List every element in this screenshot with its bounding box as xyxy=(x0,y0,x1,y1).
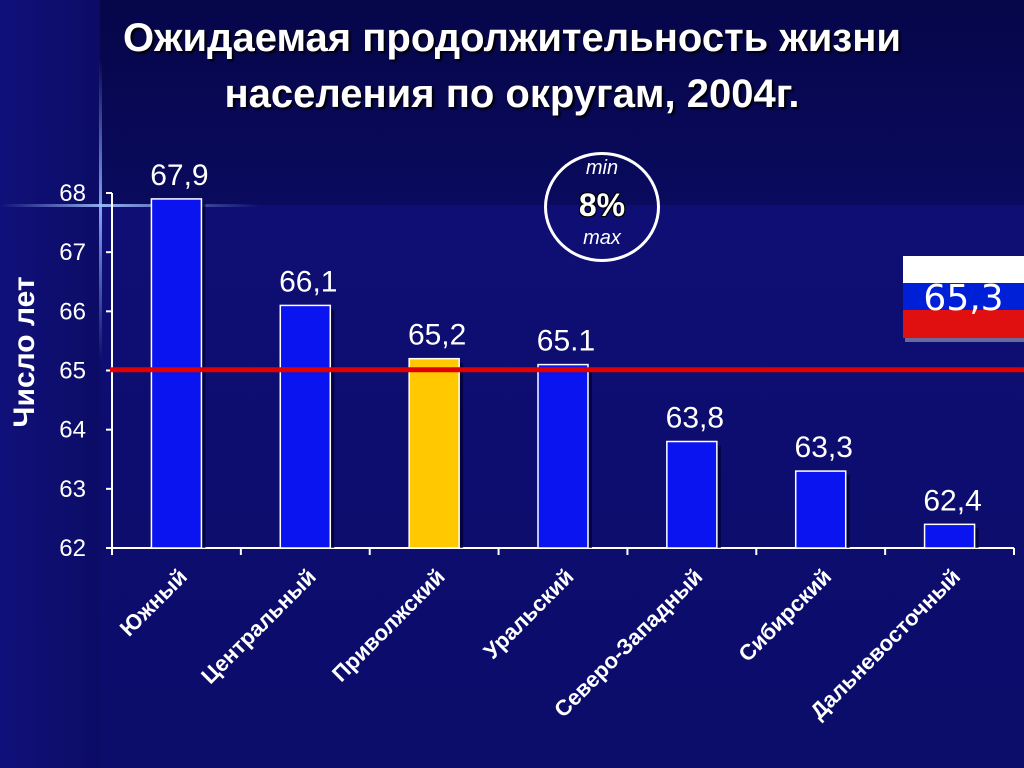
bar xyxy=(923,523,976,549)
bar xyxy=(537,363,589,549)
category-label: Северо-Западный xyxy=(549,564,707,722)
category-label: Сибирский xyxy=(734,564,837,667)
y-tick-label: 66 xyxy=(59,298,86,325)
bar xyxy=(408,357,460,549)
bar-value-label: 63,3 xyxy=(795,431,853,464)
y-tick-label: 64 xyxy=(59,417,86,444)
bar-value-label: 63,8 xyxy=(666,402,724,435)
background-left xyxy=(0,0,100,768)
decor-glow-horizontal xyxy=(0,204,260,207)
bar-value-label: 65,2 xyxy=(408,319,466,352)
russia-flag: 65,3 xyxy=(903,256,1024,338)
badge-min: min xyxy=(585,157,619,179)
bar-value-label: 62,4 xyxy=(923,484,981,517)
flag-stripe-red xyxy=(903,310,1024,338)
y-tick-label: 68 xyxy=(59,180,86,207)
flag-stripe-white xyxy=(903,256,1024,283)
flag-stripe-blue xyxy=(903,283,1024,310)
category-label: Приволжский xyxy=(327,564,450,687)
bar xyxy=(794,470,847,549)
badge-percent: 8% xyxy=(578,187,626,223)
bar xyxy=(666,440,718,549)
range-badge: min 8% max xyxy=(544,152,660,262)
category-label: Южный xyxy=(115,564,192,641)
bar xyxy=(279,304,332,549)
chart-axes: 62 63 64 65 66 67 68 Число лет xyxy=(8,180,1015,562)
flag-shadow xyxy=(905,338,1024,342)
bar-value-label: 66,1 xyxy=(279,265,337,298)
chart-value-labels: 67,9 66,1 65,2 65.1 63,8 63,3 62,4 xyxy=(150,159,982,517)
y-tick-label: 65 xyxy=(59,358,86,385)
bar xyxy=(150,198,203,549)
russia-average-label: 65,3 xyxy=(923,278,1004,319)
chart-bars xyxy=(150,198,979,549)
title-line-1: Ожидаемая продолжительность жизни xyxy=(123,16,901,60)
y-tick-label: 67 xyxy=(59,239,86,266)
bar-value-label: 65.1 xyxy=(537,325,595,358)
title-line-2: населения по округам, 2004г. xyxy=(224,72,800,116)
chart-title: Ожидаемая продолжительность жизни населе… xyxy=(40,10,984,122)
category-label: Центральный xyxy=(196,564,321,689)
badge-max: max xyxy=(583,227,621,249)
category-label: Уральский xyxy=(479,564,579,664)
y-tick-label: 63 xyxy=(59,476,86,503)
y-tick-label: 62 xyxy=(59,535,86,562)
chart-category-labels: Южный Центральный Приволжский УральскийСеве… xyxy=(115,564,965,724)
y-axis-title: Число лет xyxy=(8,276,41,427)
decor-glow-vertical xyxy=(99,60,102,360)
bar-value-label: 67,9 xyxy=(150,159,208,192)
